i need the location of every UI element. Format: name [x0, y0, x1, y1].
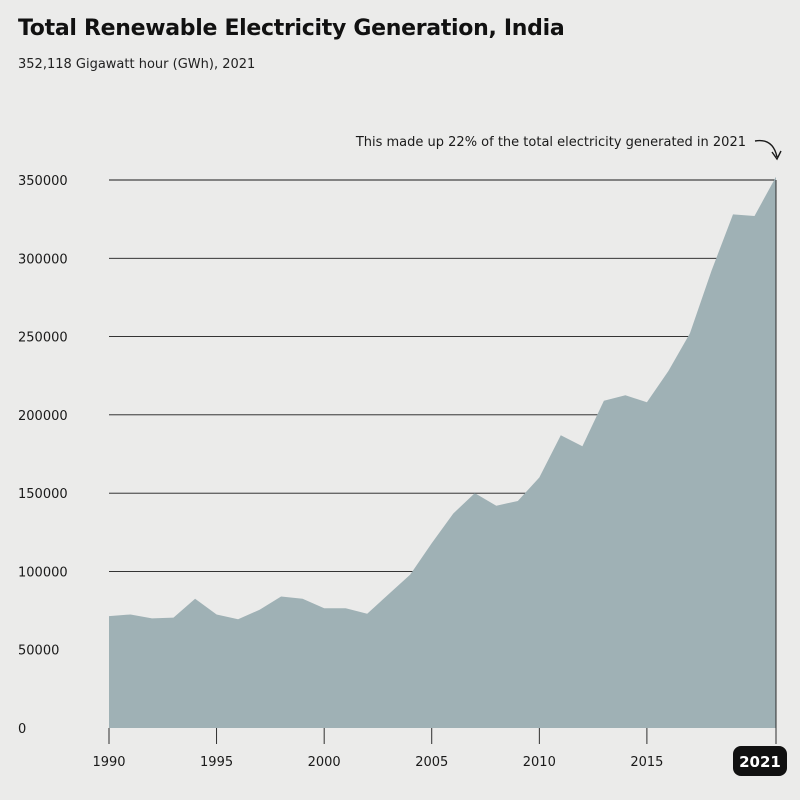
- y-tick-label: 200000: [18, 409, 68, 424]
- y-tick-label: 0: [18, 722, 26, 737]
- highlight-year-label: 2021: [739, 753, 781, 771]
- x-tick-label: 2005: [415, 755, 448, 770]
- y-tick-label: 50000: [18, 644, 59, 659]
- annotation-arrow-icon: [754, 139, 778, 158]
- y-tick-label: 250000: [18, 331, 68, 346]
- chart-subtitle: 352,118 Gigawatt hour (GWh), 2021: [18, 57, 256, 72]
- chart-title: Total Renewable Electricity Generation, …: [18, 16, 565, 41]
- x-tick-label: 2015: [630, 755, 663, 770]
- highlight-year-badge: 2021: [733, 746, 787, 776]
- y-tick-label: 100000: [18, 565, 68, 580]
- x-tick-label: 1990: [92, 755, 125, 770]
- annotation-arrowhead-icon: [771, 150, 782, 161]
- area-layer: [109, 176, 776, 728]
- y-tick-label: 150000: [18, 487, 68, 502]
- y-tick-label: 350000: [18, 174, 68, 189]
- x-tick-label: 1995: [200, 755, 233, 770]
- x-tick-label: 2010: [523, 755, 556, 770]
- x-tick-label: 2000: [308, 755, 341, 770]
- highlight-year-badge-bg: [733, 746, 787, 776]
- annotation-text: This made up 22% of the total electricit…: [355, 135, 746, 150]
- axis-layer: 0 50000 100000 150000 200000 250000 300000 3500…: [18, 174, 777, 770]
- y-tick-label: 300000: [18, 252, 68, 267]
- series-area: [109, 176, 776, 728]
- annotation-layer: This made up 22% of the total electricit…: [355, 135, 782, 161]
